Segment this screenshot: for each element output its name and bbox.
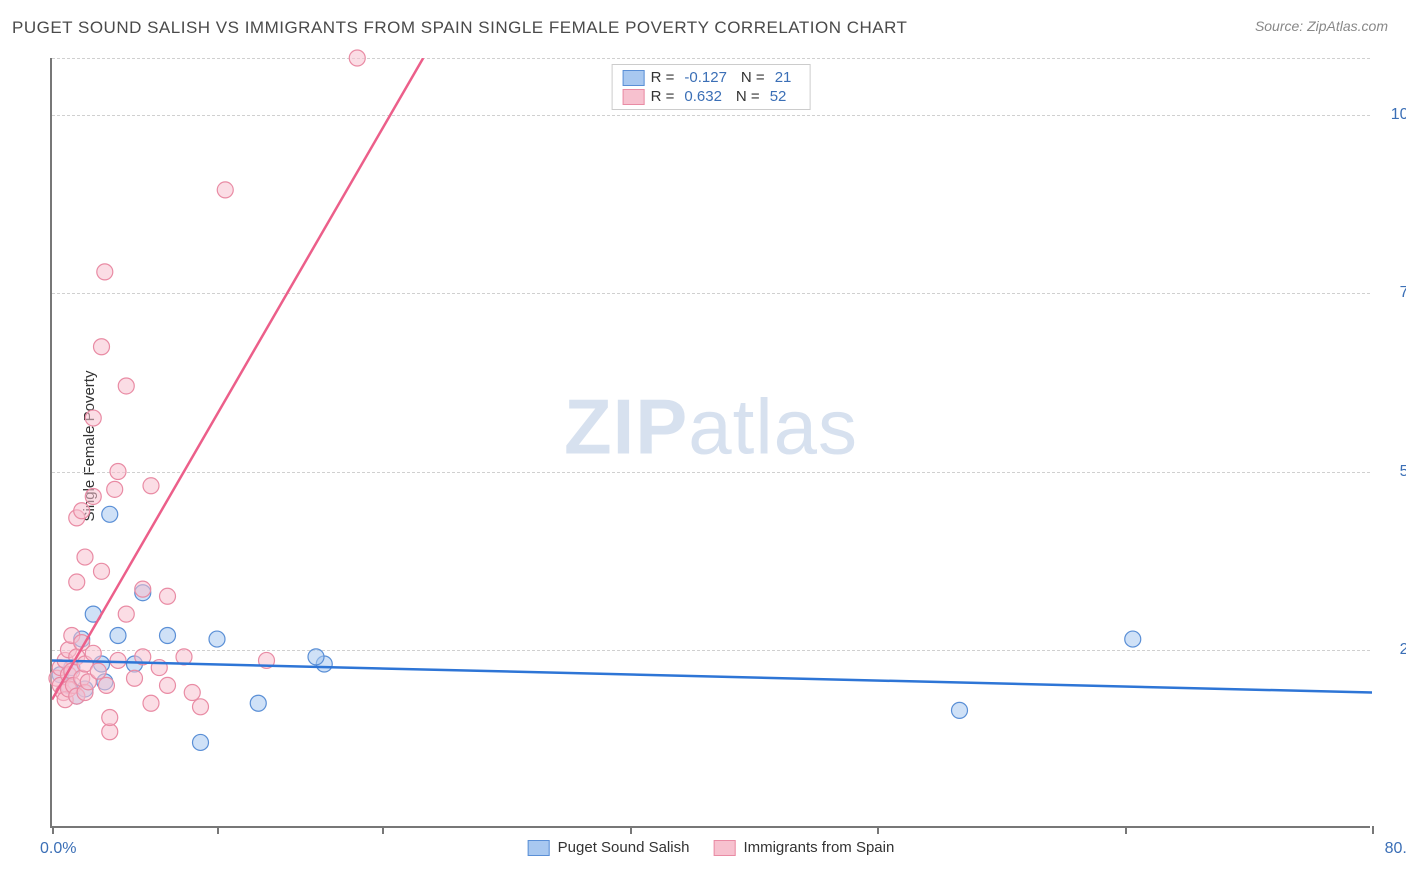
plot-area: ZIPatlas R =-0.127 N =21 R =0.632 N =52 … [50, 58, 1370, 828]
x-min-label: 0.0% [40, 840, 76, 858]
data-point-series-0 [160, 628, 176, 644]
data-point-series-1 [98, 677, 114, 693]
data-point-series-1 [69, 574, 85, 590]
legend-item-1: Immigrants from Spain [713, 839, 894, 856]
x-max-label: 80.0% [1385, 840, 1406, 858]
data-point-series-1 [102, 709, 118, 725]
data-point-series-1 [135, 581, 151, 597]
data-point-series-1 [118, 378, 134, 394]
data-point-series-1 [110, 652, 126, 668]
trend-line-series-0 [52, 660, 1372, 692]
data-point-series-1 [193, 699, 209, 715]
n-value-1: 52 [766, 88, 795, 105]
legend-row-series-0: R =-0.127 N =21 [623, 69, 800, 86]
swatch-series-1 [623, 89, 645, 105]
x-tick [52, 826, 54, 834]
data-point-series-0 [110, 628, 126, 644]
x-tick [630, 826, 632, 834]
source-label: Source: ZipAtlas.com [1255, 18, 1388, 34]
y-tick-label: 50.0% [1380, 463, 1406, 481]
x-tick [1125, 826, 1127, 834]
data-point-series-1 [102, 724, 118, 740]
x-tick [1372, 826, 1374, 834]
swatch-bottom-1 [713, 840, 735, 856]
n-value-0: 21 [771, 69, 800, 86]
data-point-series-0 [209, 631, 225, 647]
chart-svg [52, 58, 1370, 826]
data-point-series-1 [94, 563, 110, 579]
r-value-1: 0.632 [680, 88, 730, 105]
correlation-legend: R =-0.127 N =21 R =0.632 N =52 [612, 64, 811, 110]
y-tick-label: 100.0% [1380, 106, 1406, 124]
legend-item-0: Puget Sound Salish [528, 839, 690, 856]
data-point-series-1 [85, 410, 101, 426]
data-point-series-1 [217, 182, 233, 198]
chart-title: PUGET SOUND SALISH VS IMMIGRANTS FROM SP… [12, 18, 907, 38]
y-tick-label: 75.0% [1380, 284, 1406, 302]
data-point-series-1 [143, 478, 159, 494]
data-point-series-0 [952, 702, 968, 718]
data-point-series-1 [107, 481, 123, 497]
data-point-series-1 [85, 488, 101, 504]
data-point-series-1 [85, 645, 101, 661]
series-legend: Puget Sound Salish Immigrants from Spain [528, 839, 895, 856]
data-point-series-1 [118, 606, 134, 622]
trend-line-series-1 [52, 58, 423, 700]
x-tick [217, 826, 219, 834]
x-tick [382, 826, 384, 834]
data-point-series-1 [160, 677, 176, 693]
data-point-series-1 [97, 264, 113, 280]
data-point-series-1 [143, 695, 159, 711]
data-point-series-1 [110, 464, 126, 480]
data-point-series-1 [90, 663, 106, 679]
data-point-series-1 [160, 588, 176, 604]
legend-row-series-1: R =0.632 N =52 [623, 88, 800, 105]
data-point-series-1 [94, 339, 110, 355]
data-point-series-1 [77, 549, 93, 565]
swatch-series-0 [623, 70, 645, 86]
x-tick [877, 826, 879, 834]
data-point-series-1 [184, 685, 200, 701]
legend-label-1: Immigrants from Spain [743, 839, 894, 856]
data-point-series-1 [74, 503, 90, 519]
legend-label-0: Puget Sound Salish [558, 839, 690, 856]
data-point-series-1 [349, 50, 365, 66]
y-tick-label: 25.0% [1380, 641, 1406, 659]
data-point-series-0 [102, 506, 118, 522]
data-point-series-0 [1125, 631, 1141, 647]
data-point-series-1 [127, 670, 143, 686]
data-point-series-0 [308, 649, 324, 665]
swatch-bottom-0 [528, 840, 550, 856]
data-point-series-0 [193, 734, 209, 750]
r-value-0: -0.127 [680, 69, 735, 86]
data-point-series-0 [250, 695, 266, 711]
